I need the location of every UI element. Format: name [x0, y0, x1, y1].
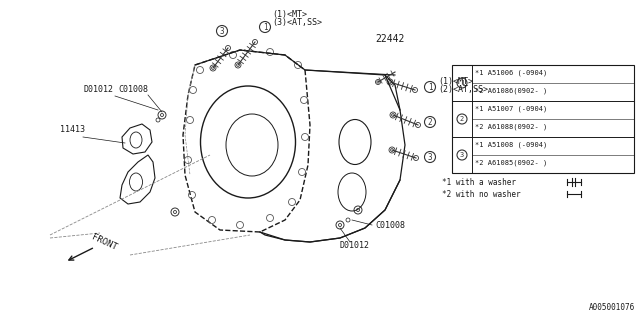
Text: D01012: D01012 [83, 85, 113, 94]
Text: 1: 1 [460, 80, 464, 86]
Text: *1 A51006 (-0904): *1 A51006 (-0904) [475, 70, 547, 76]
Text: 22442: 22442 [375, 34, 404, 44]
Text: (1)<MT>: (1)<MT> [438, 77, 473, 86]
Text: C01008: C01008 [375, 221, 405, 230]
Text: *2 with no washer: *2 with no washer [442, 190, 520, 199]
Text: (1)<MT>: (1)<MT> [272, 10, 307, 19]
Text: *1 A51007 (-0904): *1 A51007 (-0904) [475, 106, 547, 112]
Text: (3)<AT,SS>: (3)<AT,SS> [272, 18, 322, 27]
Text: 1: 1 [262, 22, 268, 31]
Text: (2)<AT,SS>: (2)<AT,SS> [438, 85, 488, 94]
Text: *1 A51008 (-0904): *1 A51008 (-0904) [475, 142, 547, 148]
Text: 3: 3 [220, 27, 224, 36]
Text: D01012: D01012 [340, 241, 370, 250]
Text: 11413: 11413 [60, 125, 85, 134]
Text: 2: 2 [460, 116, 464, 122]
Text: 1: 1 [428, 83, 432, 92]
Text: 3: 3 [428, 153, 432, 162]
Text: *2 A61086(0902- ): *2 A61086(0902- ) [475, 88, 547, 94]
Text: 3: 3 [460, 152, 464, 158]
Text: *2 A61088(0902- ): *2 A61088(0902- ) [475, 124, 547, 130]
Text: 2: 2 [428, 117, 432, 126]
Text: *2 A61085(0902- ): *2 A61085(0902- ) [475, 160, 547, 166]
Text: *1 with a washer: *1 with a washer [442, 178, 516, 187]
Text: FRONT: FRONT [90, 233, 118, 252]
Text: C01008: C01008 [118, 85, 148, 94]
Text: A005001076: A005001076 [589, 303, 635, 312]
